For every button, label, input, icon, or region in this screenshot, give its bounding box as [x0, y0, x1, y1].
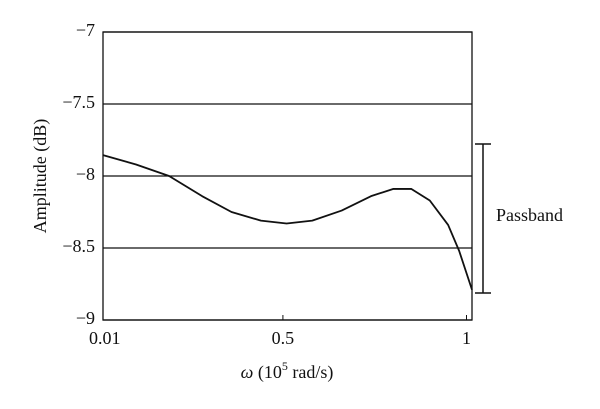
x-label-symbol: ω — [241, 362, 254, 382]
annotation: Passband — [496, 205, 563, 225]
passband-bracket — [475, 143, 491, 294]
x-label-exponent: 5 — [282, 359, 288, 373]
line-series — [102, 154, 473, 291]
y-tick-label: −7 — [76, 20, 95, 40]
y-tick-label: −8 — [76, 164, 95, 184]
y-tick-label: −7.5 — [62, 92, 95, 112]
x-axis-label: ω (105 rad/s) — [241, 355, 334, 383]
y-axis-label: Amplitude (dB) — [30, 119, 51, 234]
x-tick-label: 0.01 — [89, 328, 121, 348]
x-label-base: (10 — [258, 362, 282, 383]
x-tick-label: 0.5 — [272, 328, 295, 348]
x-tick-label: 1 — [462, 328, 471, 348]
x-label-unit: rad/s) — [292, 362, 333, 383]
y-tick-label: −9 — [76, 308, 95, 328]
y-tick-label: −8.5 — [62, 236, 95, 256]
